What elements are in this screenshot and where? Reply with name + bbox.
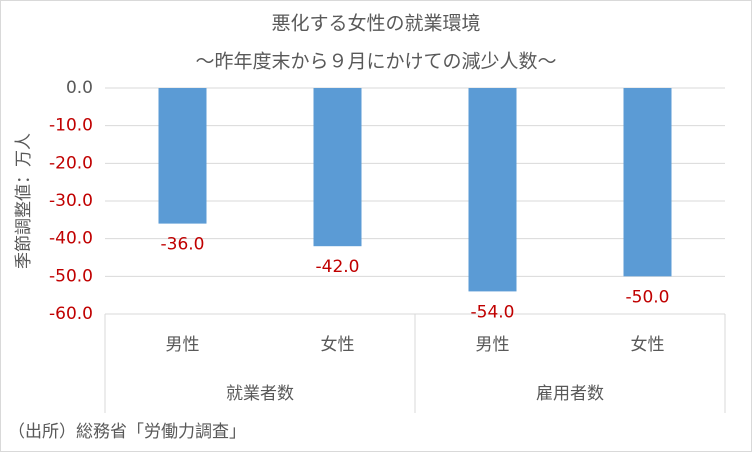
y-tick-label: 0.0 bbox=[66, 78, 93, 98]
y-tick-label: -40.0 bbox=[49, 229, 93, 249]
y-tick-label: -60.0 bbox=[49, 304, 93, 324]
source-note: （出所）総務省「労働力調査」 bbox=[8, 422, 246, 442]
bar bbox=[623, 88, 672, 277]
chart-subtitle: ～昨年度末から９月にかけての減少人数～ bbox=[195, 51, 556, 73]
bar bbox=[313, 88, 362, 247]
value-label: -42.0 bbox=[316, 257, 360, 277]
bar bbox=[158, 88, 207, 224]
value-label: -54.0 bbox=[471, 302, 515, 322]
y-tick-label: -10.0 bbox=[49, 116, 93, 136]
y-tick-label: -20.0 bbox=[49, 153, 93, 173]
x-tick-label: 男性 bbox=[476, 335, 510, 355]
group-label: 雇用者数 bbox=[536, 384, 604, 404]
x-tick-label: 女性 bbox=[321, 335, 355, 355]
y-tick-label: -50.0 bbox=[49, 266, 93, 286]
group-label: 就業者数 bbox=[226, 384, 294, 404]
y-tick-label: -30.0 bbox=[49, 191, 93, 211]
x-tick-label: 男性 bbox=[166, 335, 200, 355]
value-label: -50.0 bbox=[626, 287, 670, 307]
value-label: -36.0 bbox=[161, 235, 205, 255]
chart-title: 悪化する女性の就業環境 bbox=[271, 13, 480, 35]
y-axis-label: 季節調整値：万人 bbox=[14, 133, 34, 269]
bar bbox=[468, 88, 517, 292]
x-tick-label: 女性 bbox=[631, 335, 665, 355]
